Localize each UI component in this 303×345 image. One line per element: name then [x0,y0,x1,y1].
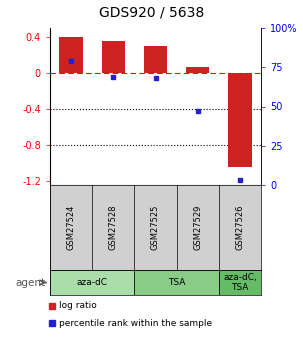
Text: GSM27529: GSM27529 [193,205,202,250]
Text: GSM27524: GSM27524 [67,205,76,250]
Text: log ratio: log ratio [58,302,96,310]
Bar [228,73,251,167]
Bar [50,270,135,295]
Bar [135,270,219,295]
Bar [144,46,167,73]
Text: GSM27526: GSM27526 [235,205,245,250]
Text: GDS920 / 5638: GDS920 / 5638 [99,6,204,20]
Text: GSM27528: GSM27528 [109,205,118,250]
Bar [186,68,209,73]
Bar [102,41,125,73]
Bar [219,270,261,295]
Text: aza-dC,
TSA: aza-dC, TSA [223,273,257,292]
Text: percentile rank within the sample: percentile rank within the sample [58,318,212,327]
Bar [59,37,83,73]
Text: aza-dC: aza-dC [77,278,108,287]
Text: GSM27525: GSM27525 [151,205,160,250]
Text: agent: agent [16,277,46,287]
Text: TSA: TSA [168,278,185,287]
